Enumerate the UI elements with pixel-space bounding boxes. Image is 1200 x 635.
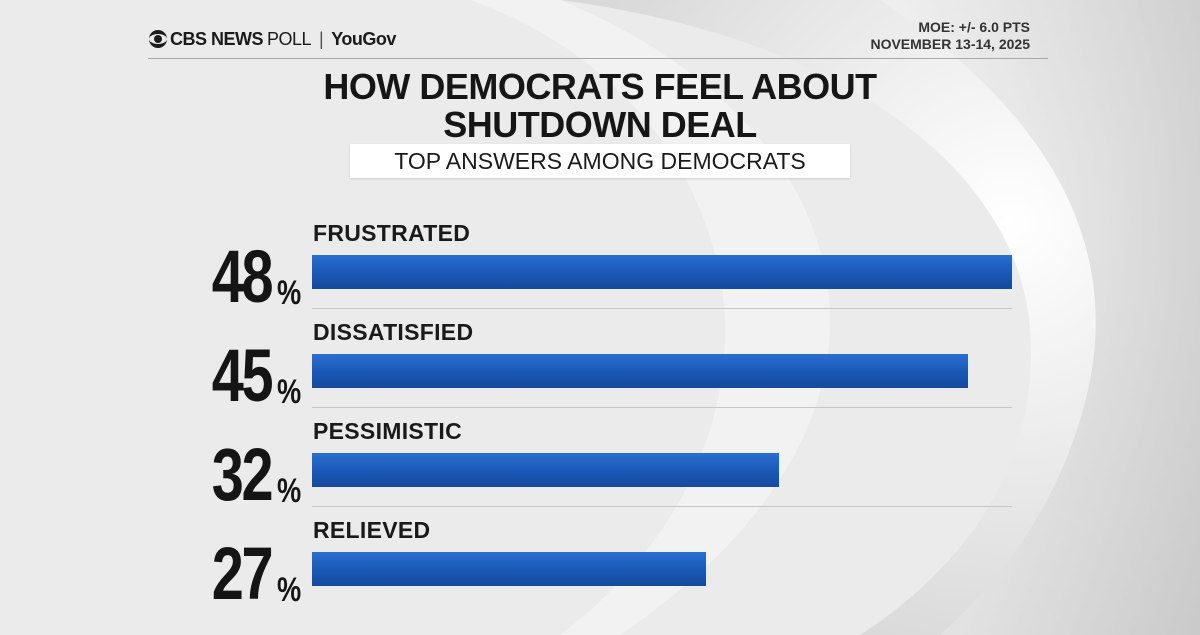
poll-date: NOVEMBER 13-14, 2025 bbox=[870, 36, 1030, 52]
percent-sign: % bbox=[276, 571, 301, 609]
poll-meta: MOE: +/- 6.0 PTS NOVEMBER 13-14, 2025 bbox=[870, 19, 1030, 53]
value-number: 45 bbox=[211, 334, 273, 417]
percent-sign: % bbox=[276, 373, 301, 411]
header-rule bbox=[148, 58, 1048, 59]
bar-pessimistic bbox=[312, 453, 779, 487]
chart-title-line1: HOW DEMOCRATS FEEL ABOUT bbox=[323, 66, 877, 107]
value-number: 27 bbox=[211, 532, 273, 615]
row-divider bbox=[312, 407, 1012, 408]
bar-frustrated bbox=[312, 255, 1012, 289]
moe-text: MOE: +/- 6.0 PTS bbox=[918, 19, 1030, 35]
category-label: RELIEVED bbox=[313, 517, 431, 543]
bar-dissatisfied bbox=[312, 354, 969, 388]
category-label: DISSATISFIED bbox=[313, 319, 474, 345]
percent-sign: % bbox=[276, 274, 301, 312]
logo-separator: | bbox=[319, 28, 324, 49]
value-number: 48 bbox=[211, 235, 273, 318]
row-divider bbox=[312, 506, 1012, 507]
chart-subtitle: TOP ANSWERS AMONG DEMOCRATS bbox=[350, 144, 850, 178]
cbs-eye-icon bbox=[149, 30, 167, 48]
cbs-yougov-logo: CBS NEWS POLL | YouGov bbox=[148, 27, 396, 51]
poll-word: POLL bbox=[267, 28, 312, 49]
row-divider bbox=[312, 308, 1012, 309]
category-label: PESSIMISTIC bbox=[313, 418, 462, 444]
partner-name: YouGov bbox=[331, 28, 396, 49]
value-label: 48% bbox=[186, 240, 301, 314]
value-label: 45% bbox=[186, 339, 301, 413]
percent-sign: % bbox=[276, 472, 301, 510]
chart-title: HOW DEMOCRATS FEEL ABOUT SHUTDOWN DEAL bbox=[240, 68, 960, 144]
network-name: CBS NEWS bbox=[170, 28, 264, 49]
value-number: 32 bbox=[211, 433, 273, 516]
bar-relieved bbox=[312, 552, 706, 586]
chart-title-line2: SHUTDOWN DEAL bbox=[443, 104, 757, 145]
value-label: 32% bbox=[186, 438, 301, 512]
category-label: FRUSTRATED bbox=[313, 220, 471, 246]
value-label: 27% bbox=[186, 537, 301, 611]
